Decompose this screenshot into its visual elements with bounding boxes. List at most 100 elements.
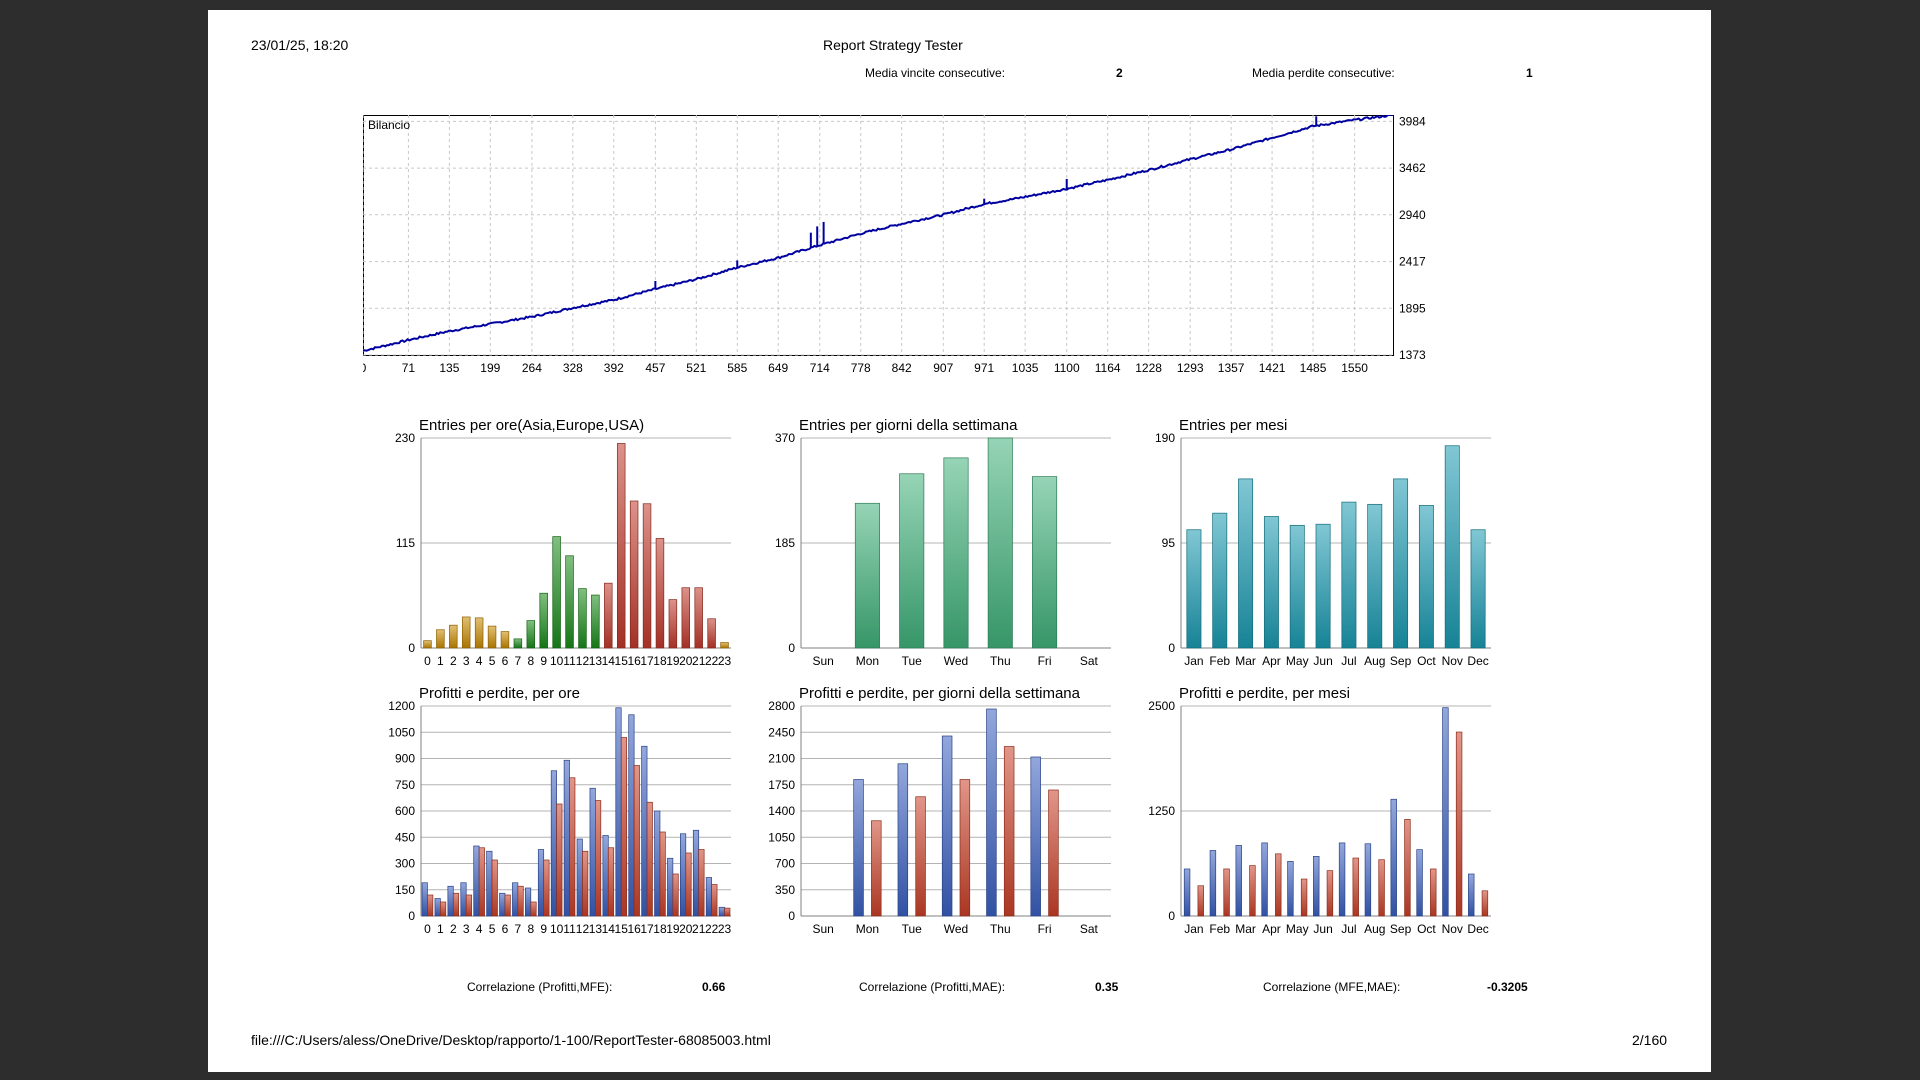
pl-hours-x-tick-label: 12 bbox=[576, 922, 590, 936]
pl-hours-loss-bar bbox=[543, 859, 550, 917]
pl-hours-x-tick-label: 16 bbox=[627, 922, 641, 936]
stat-label-avg-consecutive-wins: Media vincite consecutive: bbox=[865, 66, 1006, 80]
entries-weekday-bar bbox=[1032, 476, 1058, 649]
entries-month-bar bbox=[1186, 529, 1202, 649]
balance-title: Bilancio bbox=[368, 118, 410, 132]
pl-weekday-y-tick-label: 0 bbox=[788, 909, 795, 923]
entries-hours-bar bbox=[436, 629, 445, 649]
entries-hours-x-tick-label: 6 bbox=[502, 654, 509, 668]
pl-weekday-y-tick-label: 2800 bbox=[768, 699, 795, 713]
pl-hours-loss-bar bbox=[504, 894, 511, 917]
pl-month-x-tick-label: Feb bbox=[1209, 922, 1230, 936]
entries-weekday-bar bbox=[899, 473, 925, 649]
stat-label-avg-consecutive-losses: Media perdite consecutive: bbox=[1252, 66, 1395, 80]
pl-hours-x-tick-label: 5 bbox=[489, 922, 496, 936]
pl-hours-x-tick-label: 6 bbox=[502, 922, 509, 936]
pl-hours-profit-bar bbox=[615, 707, 622, 917]
entries-hours-x-tick-label: 22 bbox=[705, 654, 719, 668]
pl-hours-chart: Profitti e perdite, per ore1200105090075… bbox=[388, 685, 731, 936]
pl-weekday-y-tick-label: 1050 bbox=[768, 830, 795, 844]
pl-hours-x-tick-label: 20 bbox=[679, 922, 693, 936]
pl-hours-loss-bar bbox=[517, 885, 524, 917]
entries-hours-bar bbox=[423, 640, 432, 649]
entries-hours-chart: Entries per ore(Asia,Europe,USA)23011500… bbox=[395, 417, 732, 668]
pl-weekday-profit-bar bbox=[941, 735, 953, 917]
pl-month-x-tick-label: Aug bbox=[1364, 922, 1385, 936]
pl-hours-profit-bar bbox=[705, 877, 712, 917]
pl-hours-loss-bar bbox=[620, 737, 627, 917]
entries-month-y-tick-label: 0 bbox=[1168, 641, 1175, 655]
entries-hours-x-tick-label: 0 bbox=[424, 654, 431, 668]
entries-hours-bar bbox=[681, 587, 691, 649]
entries-hours-x-tick-label: 4 bbox=[476, 654, 483, 668]
pl-hours-x-tick-label: 2 bbox=[450, 922, 457, 936]
balance-x-tick-label: 71 bbox=[402, 361, 416, 375]
entries-hours-bar bbox=[526, 620, 536, 649]
balance-x-tick-label: 714 bbox=[810, 361, 830, 375]
balance-x-tick-label: 907 bbox=[933, 361, 953, 375]
entries-weekday-x-tick-label: Mon bbox=[856, 654, 879, 668]
entries-hours-x-tick-label: 7 bbox=[515, 654, 522, 668]
entries-hours-bar bbox=[668, 599, 678, 649]
entries-hours-y-tick-label: 115 bbox=[396, 536, 415, 550]
pl-month-y-tick-label: 0 bbox=[1168, 909, 1175, 923]
corr-label-profit-mae: Correlazione (Profitti,MAE): bbox=[859, 980, 1006, 994]
pl-weekday-y-tick-label: 350 bbox=[775, 883, 795, 897]
pl-month-y-tick-label: 1250 bbox=[1148, 804, 1175, 818]
entries-hours-bar bbox=[604, 582, 613, 649]
entries-month-x-tick-label: Apr bbox=[1262, 654, 1281, 668]
balance-x-tick-label: 1293 bbox=[1177, 361, 1204, 375]
entries-month-bar bbox=[1341, 501, 1357, 649]
pl-month-profit-bar bbox=[1313, 856, 1320, 917]
pl-month-loss-bar bbox=[1300, 878, 1308, 917]
entries-hours-x-tick-label: 1 bbox=[437, 654, 444, 668]
stat-value-avg-consecutive-losses: 1 bbox=[1526, 66, 1533, 80]
pl-hours-y-tick-label: 0 bbox=[408, 909, 415, 923]
pl-month-y-tick-label: 2500 bbox=[1148, 699, 1175, 713]
pl-weekday-loss-bar bbox=[915, 796, 926, 917]
pl-weekday-profit-bar bbox=[986, 708, 997, 917]
pl-hours-title: Profitti e perdite, per ore bbox=[419, 685, 580, 702]
entries-hours-x-tick-label: 10 bbox=[550, 654, 564, 668]
pl-weekday-loss-bar bbox=[1048, 789, 1059, 917]
pl-hours-loss-bar bbox=[465, 894, 472, 917]
pl-month-profit-bar bbox=[1416, 849, 1423, 917]
entries-hours-bar bbox=[707, 618, 716, 649]
balance-x-tick-label: 1100 bbox=[1054, 361, 1080, 375]
pl-month-x-tick-label: May bbox=[1286, 922, 1309, 936]
entries-month-bar bbox=[1367, 503, 1383, 649]
entries-weekday-bar bbox=[987, 437, 1013, 649]
pl-hours-x-tick-label: 9 bbox=[540, 922, 547, 936]
entries-hours-bar bbox=[487, 625, 497, 649]
balance-x-tick-label: 1421 bbox=[1259, 361, 1286, 375]
entries-month-x-tick-label: Aug bbox=[1364, 654, 1385, 668]
pl-month-title: Profitti e perdite, per mesi bbox=[1179, 685, 1350, 702]
corr-label-profit-mfe: Correlazione (Profitti,MFE): bbox=[467, 980, 613, 994]
pl-month-loss-bar bbox=[1249, 865, 1256, 917]
pl-weekday-y-tick-label: 2450 bbox=[768, 725, 795, 739]
balance-line bbox=[363, 115, 1394, 352]
balance-x-tick-label: 264 bbox=[522, 361, 542, 375]
pl-month-loss-bar bbox=[1275, 853, 1282, 917]
pl-hours-profit-bar bbox=[550, 770, 557, 917]
entries-weekday-x-tick-label: Tue bbox=[902, 654, 923, 668]
pl-hours-y-tick-label: 900 bbox=[395, 752, 415, 766]
pl-weekday-y-tick-label: 1750 bbox=[768, 778, 795, 792]
pl-month-x-tick-label: Jun bbox=[1313, 922, 1332, 936]
pl-weekday-x-tick-label: Thu bbox=[990, 922, 1011, 936]
pl-hours-loss-bar bbox=[672, 873, 679, 917]
pl-hours-loss-bar bbox=[530, 901, 537, 917]
pl-month-profit-bar bbox=[1390, 798, 1397, 917]
entries-hours-bar bbox=[500, 631, 510, 649]
entries-hours-title: Entries per ore(Asia,Europe,USA) bbox=[419, 417, 644, 434]
pl-hours-loss-bar bbox=[582, 850, 589, 917]
pl-hours-y-tick-label: 750 bbox=[395, 778, 415, 792]
pl-hours-loss-bar bbox=[440, 901, 447, 917]
entries-hours-x-tick-label: 2 bbox=[450, 654, 457, 668]
pl-hours-y-tick-label: 150 bbox=[395, 883, 415, 897]
pl-weekday-loss-bar bbox=[871, 820, 882, 917]
pl-weekday-loss-bar bbox=[959, 779, 971, 917]
pl-month-profit-bar bbox=[1442, 707, 1449, 917]
pl-month-x-tick-label: Jan bbox=[1184, 922, 1203, 936]
pl-weekday-chart: Profitti e perdite, per giorni della set… bbox=[768, 685, 1111, 936]
